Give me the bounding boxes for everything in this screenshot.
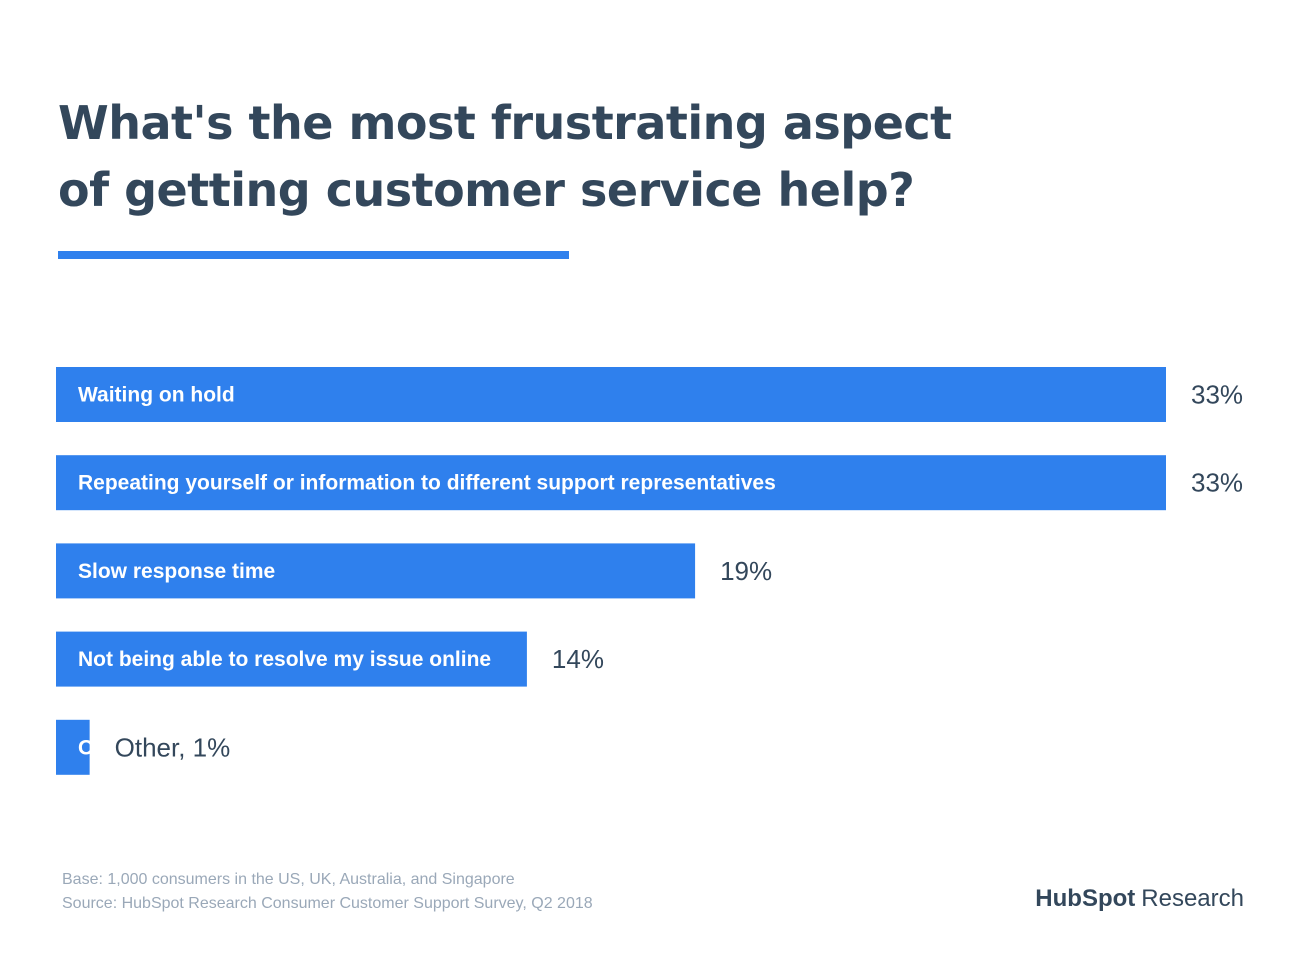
bar-2: [56, 543, 696, 599]
bar-0: [56, 367, 1166, 422]
bar-3: [56, 631, 527, 687]
bar-label-1: Repeating yourself or information to dif…: [78, 472, 776, 495]
research-wordmark: Research: [1141, 885, 1244, 912]
hubspot-research-logo: HubSpot Research: [1035, 885, 1244, 913]
chart-title-line-1: What's the most frustrating aspect: [58, 96, 952, 150]
bar-label-4: Other: [78, 736, 134, 759]
value-label-1: 33%: [1191, 468, 1243, 498]
bar-label-0: Waiting on hold: [78, 384, 235, 407]
value-label-4: Other, 1%: [115, 732, 231, 762]
value-label-3: 14%: [552, 644, 604, 674]
bar-label-2: Slow response time: [78, 560, 275, 583]
hubspot-wordmark: HubSpot: [1035, 885, 1136, 912]
bar-4: [56, 719, 90, 775]
value-label-2: 19%: [720, 556, 772, 586]
footnote-base: Base: 1,000 consumers in the US, UK, Aus…: [62, 871, 515, 888]
footnote-source: Source: HubSpot Research Consumer Custom…: [62, 895, 593, 912]
chart-title: What's the most frustrating aspect of ge…: [58, 90, 1058, 224]
bar-label-3: Not being able to resolve my issue onlin…: [78, 648, 491, 671]
value-label-0: 33%: [1191, 380, 1243, 410]
title-underline: [58, 251, 569, 259]
bar-1: [56, 455, 1166, 511]
chart-title-line-2: of getting customer service help?: [58, 163, 915, 217]
